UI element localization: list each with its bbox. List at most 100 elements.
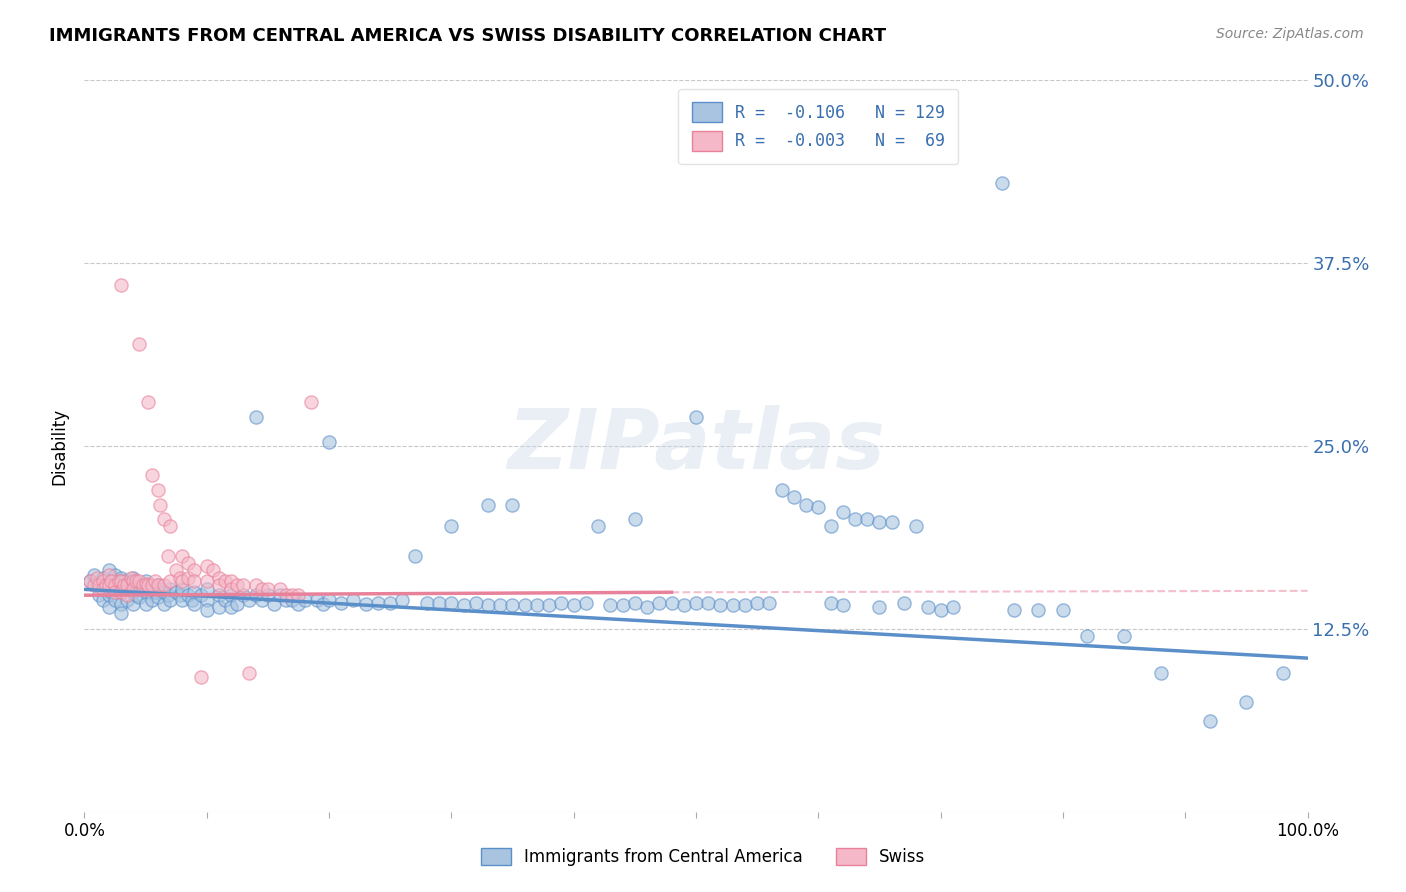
Point bbox=[294, 592, 316, 607]
Point bbox=[125, 588, 148, 602]
Point bbox=[195, 582, 218, 597]
Point bbox=[232, 578, 254, 592]
Point bbox=[153, 578, 176, 592]
Point bbox=[159, 582, 181, 597]
Point bbox=[685, 595, 707, 609]
Point bbox=[440, 519, 463, 533]
Point bbox=[404, 549, 426, 563]
Point bbox=[219, 599, 242, 614]
Point bbox=[110, 597, 132, 611]
Point bbox=[100, 574, 122, 588]
Point bbox=[97, 567, 120, 582]
Point bbox=[96, 582, 118, 597]
Point bbox=[219, 582, 242, 597]
Point bbox=[96, 578, 118, 592]
Point bbox=[110, 585, 132, 599]
Point bbox=[991, 176, 1014, 190]
Point bbox=[195, 603, 218, 617]
Point bbox=[502, 599, 524, 613]
Point bbox=[110, 606, 132, 620]
Point bbox=[807, 500, 830, 515]
Point bbox=[165, 563, 187, 577]
Point bbox=[905, 519, 928, 533]
Point bbox=[599, 599, 621, 613]
Point bbox=[195, 558, 218, 573]
Point bbox=[820, 595, 842, 609]
Point bbox=[183, 574, 205, 588]
Point bbox=[416, 595, 439, 609]
Point bbox=[489, 599, 512, 613]
Point bbox=[1236, 695, 1258, 709]
Point bbox=[104, 582, 127, 597]
Point bbox=[453, 599, 475, 613]
Point bbox=[917, 599, 939, 614]
Point bbox=[146, 590, 169, 604]
Point bbox=[97, 588, 120, 602]
Point bbox=[153, 512, 176, 526]
Point bbox=[141, 592, 163, 607]
Point bbox=[208, 599, 231, 614]
Point bbox=[104, 578, 127, 592]
Point bbox=[276, 588, 298, 602]
Point bbox=[856, 512, 879, 526]
Point bbox=[624, 512, 647, 526]
Point bbox=[128, 574, 150, 588]
Point bbox=[104, 592, 127, 607]
Point bbox=[330, 595, 353, 609]
Point bbox=[464, 595, 486, 609]
Text: IMMIGRANTS FROM CENTRAL AMERICA VS SWISS DISABILITY CORRELATION CHART: IMMIGRANTS FROM CENTRAL AMERICA VS SWISS… bbox=[49, 27, 886, 45]
Point bbox=[128, 336, 150, 351]
Legend: Immigrants from Central America, Swiss: Immigrants from Central America, Swiss bbox=[472, 840, 934, 875]
Point bbox=[550, 595, 572, 609]
Point bbox=[97, 578, 120, 592]
Point bbox=[97, 599, 120, 614]
Point bbox=[156, 549, 179, 563]
Point bbox=[354, 597, 377, 611]
Point bbox=[648, 595, 671, 609]
Point bbox=[91, 582, 114, 597]
Point bbox=[177, 588, 200, 602]
Point bbox=[208, 588, 231, 602]
Point bbox=[146, 483, 169, 497]
Point bbox=[136, 578, 159, 592]
Point bbox=[110, 574, 132, 588]
Point bbox=[281, 592, 304, 607]
Point bbox=[146, 578, 169, 592]
Point bbox=[575, 595, 598, 609]
Point bbox=[169, 588, 191, 602]
Point bbox=[165, 585, 187, 599]
Point bbox=[226, 597, 249, 611]
Point bbox=[104, 585, 127, 599]
Point bbox=[880, 515, 903, 529]
Point bbox=[86, 578, 108, 592]
Point bbox=[250, 592, 273, 607]
Point bbox=[132, 578, 155, 592]
Point bbox=[141, 578, 163, 592]
Point bbox=[128, 578, 150, 592]
Point bbox=[869, 599, 891, 614]
Point bbox=[1028, 603, 1050, 617]
Point bbox=[219, 588, 242, 602]
Point bbox=[183, 563, 205, 577]
Point bbox=[305, 592, 328, 607]
Point bbox=[183, 585, 205, 599]
Point bbox=[1150, 665, 1173, 680]
Point bbox=[263, 597, 285, 611]
Point bbox=[685, 409, 707, 424]
Point bbox=[893, 595, 915, 609]
Y-axis label: Disability: Disability bbox=[51, 408, 69, 484]
Point bbox=[869, 515, 891, 529]
Point bbox=[91, 574, 114, 588]
Point bbox=[661, 595, 683, 609]
Point bbox=[141, 468, 163, 483]
Text: ZIPatlas: ZIPatlas bbox=[508, 406, 884, 486]
Point bbox=[672, 599, 695, 613]
Point bbox=[156, 588, 179, 602]
Point bbox=[110, 571, 132, 585]
Point bbox=[87, 588, 110, 602]
Point bbox=[132, 582, 155, 597]
Point bbox=[172, 592, 194, 607]
Point bbox=[120, 578, 142, 592]
Point bbox=[91, 571, 114, 585]
Point bbox=[318, 592, 340, 607]
